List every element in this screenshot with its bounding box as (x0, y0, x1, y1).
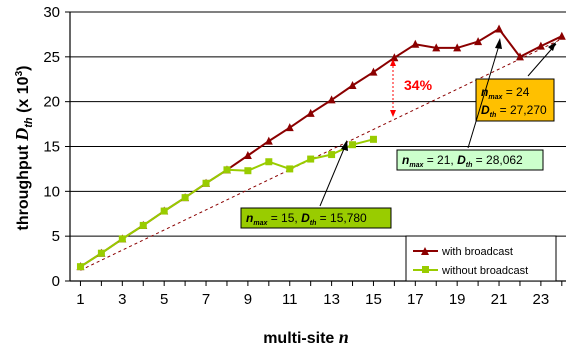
data-point-with-broadcast (557, 31, 566, 40)
arrowhead-light-green (495, 38, 502, 49)
legend-marker-square (422, 266, 429, 273)
x-axis-title-text: multi-site (263, 330, 334, 347)
data-point-with-broadcast (453, 43, 462, 52)
data-point-without-broadcast (369, 135, 377, 143)
y-axis-title-text: throughput (15, 145, 32, 231)
annotation-box-dark-green-bg (240, 207, 392, 229)
data-point-with-broadcast (432, 43, 441, 52)
data-point-with-broadcast (495, 24, 504, 33)
legend-marker-triangle (421, 247, 429, 255)
y-tick-label: 10 (43, 183, 60, 200)
annotation-box-orange-line2: Dth = 27,270 (481, 103, 547, 119)
legend-item-without-broadcast: without broadcast (413, 265, 528, 277)
x-axis-title: multi-site n (263, 327, 349, 347)
y-tick-label: 15 (43, 139, 60, 156)
y-axis-title-sub: th (23, 117, 35, 128)
annotation-box-dark-green: nmax = 15, Dth = 15,780 (240, 207, 392, 229)
annotation-box-light-green-bg (396, 149, 544, 171)
x-tick-label: 5 (160, 291, 168, 308)
legend-box (405, 235, 557, 282)
data-point-with-broadcast (369, 67, 378, 76)
x-tick-label: 1 (76, 291, 84, 308)
x-tick-label: 21 (491, 291, 508, 308)
x-tick-label: 17 (407, 291, 424, 308)
gridlines (70, 11, 566, 237)
y-axis-title-unit: (x 10 (15, 76, 32, 113)
data-point-with-broadcast (243, 150, 252, 159)
data-point-with-broadcast (515, 52, 524, 61)
annotation-box-dark-green-text: nmax = 15, Dth = 15,780 (246, 211, 367, 227)
gap-arrowhead-bottom (390, 110, 396, 117)
x-tick-label: 7 (202, 291, 210, 308)
data-point-with-broadcast (390, 53, 399, 62)
data-point-with-broadcast (411, 39, 420, 48)
y-axis-title-exp: 3 (14, 70, 25, 76)
data-point-without-broadcast (76, 263, 84, 271)
y-axis-title-close: ) (15, 66, 32, 71)
reference-dashed-line (80, 38, 563, 271)
annotation-box-orange: nmax = 24 Dth = 27,270 (475, 78, 555, 122)
data-point-without-broadcast (181, 194, 189, 202)
annotation-box-orange-bg (475, 78, 555, 122)
annotation-box-light-green-text: nmax = 21, Dth = 28,062 (402, 153, 523, 169)
data-point-with-broadcast (348, 81, 357, 90)
y-tick-label: 0 (52, 273, 60, 290)
data-point-without-broadcast (328, 151, 336, 159)
y-axis-title-var: D (12, 128, 32, 142)
y-axis-title: throughput Dth (x 103) (12, 66, 35, 231)
data-point-without-broadcast (265, 158, 273, 166)
data-point-with-broadcast (285, 123, 294, 132)
arrow-to-light-green (467, 41, 501, 149)
data-point-with-broadcast (306, 108, 315, 117)
data-point-with-broadcast (474, 37, 483, 46)
x-tick-label: 23 (533, 291, 550, 308)
x-tick-label: 13 (323, 291, 340, 308)
data-point-without-broadcast (223, 166, 231, 174)
data-point-with-broadcast (536, 41, 545, 50)
arrow-to-dark-green (319, 143, 347, 207)
legend-label-without-broadcast: without broadcast (441, 265, 528, 277)
arrowhead-dark-green (341, 140, 348, 151)
x-tick-label: 19 (449, 291, 466, 308)
arrowhead-orange (548, 42, 556, 51)
data-point-without-broadcast (160, 207, 168, 215)
legend-item-with-broadcast: with broadcast (413, 246, 513, 258)
gap-label: 34% (404, 77, 433, 93)
data-point-without-broadcast (202, 179, 210, 187)
series-group (76, 24, 566, 271)
data-point-without-broadcast (349, 141, 357, 149)
data-point-with-broadcast (327, 95, 336, 104)
legend: with broadcast without broadcast (405, 235, 557, 282)
annotation-box-orange-line1: nmax = 24 (481, 85, 530, 101)
gap-annotation: 34% (390, 59, 433, 117)
data-point-with-broadcast (264, 136, 273, 145)
x-axis-title-var: n (339, 327, 349, 347)
gap-arrowhead-top (390, 59, 396, 66)
data-point-without-broadcast (286, 165, 294, 173)
data-point-without-broadcast (307, 155, 315, 163)
x-tick-label: 11 (282, 291, 298, 308)
data-point-without-broadcast (97, 249, 105, 257)
y-tick-label: 25 (43, 49, 60, 66)
x-tick-label: 15 (365, 291, 382, 308)
data-point-without-broadcast (139, 221, 147, 229)
data-point-without-broadcast (118, 235, 126, 243)
reference-line (80, 38, 563, 271)
x-tick-label: 9 (244, 291, 252, 308)
y-tick-label: 30 (43, 4, 60, 21)
legend-label-with-broadcast: with broadcast (441, 246, 513, 258)
y-tick-label: 5 (52, 228, 60, 245)
x-tick-label: 3 (118, 291, 126, 308)
data-point-without-broadcast (244, 167, 252, 175)
annotation-box-light-green: nmax = 21, Dth = 28,062 (396, 149, 544, 171)
pointer-arrows (319, 38, 557, 207)
y-tick-label: 20 (43, 94, 60, 111)
